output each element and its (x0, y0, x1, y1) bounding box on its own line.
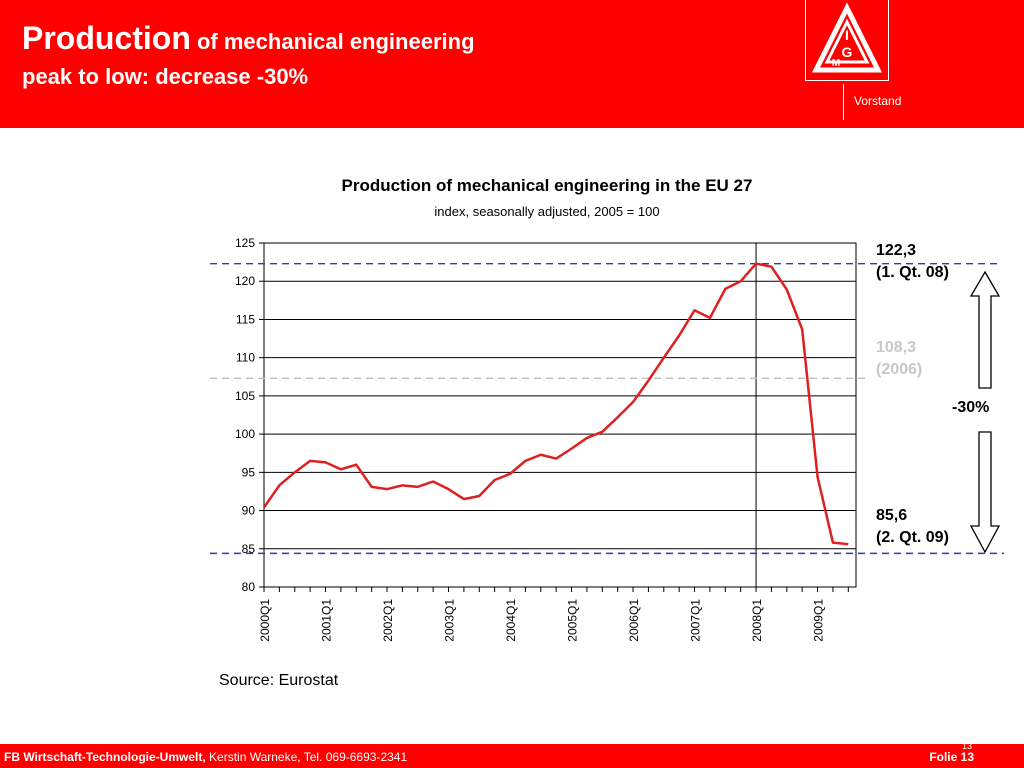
x-tick-label: 2007Q1 (689, 599, 703, 642)
source-note: Source: Eurostat (219, 672, 339, 689)
footer-contact: Kerstin Warneke, Tel. 069-6693-2341 (205, 750, 408, 764)
svg-text:I: I (845, 27, 849, 43)
x-tick-label: 2004Q1 (504, 599, 518, 642)
x-tick-label: 2001Q1 (320, 599, 334, 642)
change-label: -30% (952, 399, 990, 416)
title-main: Production (22, 20, 191, 56)
header-divider (843, 84, 844, 120)
svg-text:G: G (842, 44, 853, 60)
slide-subtitle: peak to low: decrease -30% (22, 64, 309, 89)
y-tick-label: 125 (235, 236, 255, 250)
vorstand-label: Vorstand (854, 94, 902, 108)
footer-slide-number: Folie 13 (929, 750, 974, 764)
x-tick-label: 2000Q1 (258, 599, 272, 642)
y-tick-label: 120 (235, 274, 255, 288)
reference-value: 108,3 (876, 339, 917, 356)
x-tick-label: 2002Q1 (381, 599, 395, 642)
header-bar: Production of mechanical engineering pea… (0, 0, 1024, 128)
change-arrows (969, 270, 1001, 554)
chart-title: Production of mechanical engineering in … (341, 176, 753, 195)
peak-period: (1. Qt. 08) (876, 264, 949, 281)
plot-frame (263, 242, 857, 588)
slide-title: Production of mechanical engineering (22, 20, 475, 57)
y-tick-label: 95 (242, 465, 256, 479)
footer-bar: FB Wirtschaft-Technologie-Umwelt, Kersti… (0, 741, 1024, 768)
arrow-down-icon (969, 431, 1001, 554)
footer-credits: FB Wirtschaft-Technologie-Umwelt, Kersti… (4, 750, 407, 764)
reference-period: (2006) (876, 361, 923, 378)
y-tick-label: 105 (235, 389, 255, 403)
low-annotation: 85,6 (2. Qt. 09) (876, 505, 949, 549)
line-chart: 80 85 90 95 100 105 110 115 120 125 2000Q1 2001Q1 20… (210, 236, 1004, 642)
y-tick-label: 85 (242, 542, 256, 556)
ig-metall-logo: I G M (805, 0, 889, 81)
chart-subtitle: index, seasonally adjusted, 2005 = 100 (434, 204, 660, 219)
y-tick-label: 115 (236, 312, 255, 326)
low-period: (2. Qt. 09) (876, 529, 949, 546)
x-tick-label: 2006Q1 (627, 599, 641, 642)
footer-department: FB Wirtschaft-Technologie-Umwelt, (4, 750, 206, 764)
x-tick-label: 2005Q1 (566, 599, 580, 642)
triangle-logo-icon: I G M (811, 2, 883, 73)
arrow-up-icon (969, 270, 1001, 389)
y-tick-label: 80 (242, 580, 256, 594)
y-tick-label: 90 (242, 504, 256, 518)
peak-annotation: 122,3 (1. Qt. 08) (876, 240, 949, 284)
series-line (262, 262, 849, 546)
x-tick-label: 2008Q1 (750, 599, 764, 642)
peak-value: 122,3 (876, 242, 917, 259)
x-tick-label: 2003Q1 (443, 599, 457, 642)
title-sub: of mechanical engineering (190, 29, 475, 54)
y-tick-label: 100 (235, 427, 255, 441)
x-tick-label: 2009Q1 (812, 599, 826, 642)
footer-page-small: 13 (961, 741, 972, 751)
svg-text:M: M (832, 58, 840, 69)
y-tick-label: 110 (236, 351, 255, 365)
low-value: 85,6 (876, 507, 908, 524)
reference-annotation: 108,3 (2006) (876, 337, 922, 381)
